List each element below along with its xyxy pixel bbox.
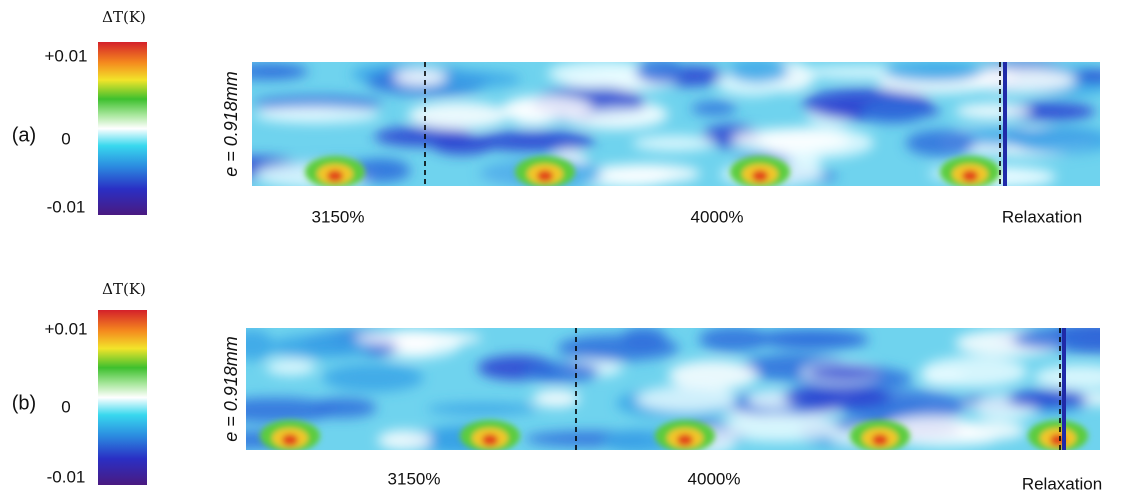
- heatmap-blob: [782, 385, 892, 409]
- heatmap-blob: [523, 362, 600, 383]
- colorbar: [98, 42, 147, 215]
- heatmap-blob: [246, 329, 274, 361]
- relaxation-edge: [1062, 328, 1066, 450]
- heatmap-blob: [698, 328, 769, 352]
- colorbar-tick-label: 0: [61, 129, 70, 148]
- heatmap-blob: [259, 65, 308, 78]
- section-label: Relaxation: [1002, 207, 1082, 226]
- heatmap-blob: [691, 101, 737, 116]
- panel-label: (a): [12, 124, 36, 146]
- heatmap-blob: [393, 67, 447, 87]
- panel: ΔT(K) +0.01 0 -0.01 (b) e = 0.918mm 3150% 4000%…: [12, 280, 1102, 493]
- heatmap-blob: [1002, 101, 1096, 121]
- heatmap-blob: [860, 100, 928, 124]
- heatmap-blob: [964, 67, 1076, 93]
- heatmap-blob: [265, 358, 317, 376]
- heatmap-blob: [1012, 330, 1086, 349]
- y-axis-label: e = 0.918mm: [221, 336, 241, 442]
- section-label: 3150%: [312, 207, 365, 226]
- colorbar-tick-label: -0.01: [47, 467, 86, 486]
- heatmap-blob: [728, 62, 789, 83]
- colorbar: [98, 310, 147, 485]
- section-label: 4000%: [691, 207, 744, 226]
- heatmap-blob: [501, 95, 593, 122]
- hotspot: [677, 434, 693, 446]
- heatmap: [246, 328, 1100, 450]
- heatmap-blob: [635, 385, 737, 413]
- colorbar-tick-label: +0.01: [44, 46, 87, 65]
- hotspot: [482, 434, 498, 446]
- heatmap: [252, 62, 1100, 186]
- heatmap-blob: [920, 356, 1028, 388]
- heatmap-blob: [426, 402, 538, 416]
- colorbar-title: ΔT(K): [102, 8, 146, 26]
- heatmap-blob: [532, 389, 580, 408]
- heatmap-blob: [621, 328, 667, 350]
- heatmap-blob: [473, 130, 595, 152]
- heatmap-blob: [1034, 364, 1100, 390]
- heatmap-blob: [1010, 127, 1100, 155]
- heatmap-blob: [807, 364, 883, 381]
- heatmap-blob: [269, 334, 371, 359]
- heatmap-blob: [1074, 70, 1100, 83]
- heatmap-blob: [718, 414, 841, 442]
- relaxation-edge: [1003, 62, 1007, 186]
- hotspot: [327, 170, 343, 182]
- heatmap-blob: [905, 129, 976, 157]
- heatmap-blob: [632, 135, 716, 152]
- heatmap-blob: [246, 397, 338, 423]
- hotspot: [752, 170, 768, 182]
- heatmap-blob: [955, 103, 1031, 119]
- heatmap-blob: [731, 128, 850, 152]
- colorbar-title: ΔT(K): [102, 280, 146, 298]
- heatmap-blob: [374, 126, 474, 147]
- panel: ΔT(K) +0.01 0 -0.01 (a) e = 0.918mm 3150% 4000%…: [12, 8, 1100, 226]
- y-axis-label: e = 0.918mm: [221, 71, 241, 177]
- heatmap-blob: [322, 363, 424, 392]
- heatmap-hotspots: [305, 156, 1000, 186]
- colorbar-tick-label: 0: [61, 397, 70, 416]
- hotspot: [282, 434, 298, 446]
- heatmap-blob: [561, 72, 617, 89]
- heatmap-blob: [597, 163, 701, 184]
- heatmap-blob: [351, 158, 411, 183]
- heatmap-blob: [377, 429, 432, 450]
- heatmap-blob: [668, 360, 758, 390]
- heatmap-blob: [635, 62, 685, 84]
- heatmap-blob: [354, 330, 483, 346]
- heatmap-blob: [752, 329, 869, 349]
- heatmap-blob: [587, 108, 660, 122]
- panel-label: (b): [12, 392, 36, 414]
- heatmap-blob: [1007, 390, 1088, 409]
- heatmap-blob: [883, 62, 982, 82]
- colorbar-tick-label: -0.01: [47, 197, 86, 216]
- section-label: 4000%: [688, 469, 741, 488]
- section-label: Relaxation: [1022, 474, 1102, 493]
- hotspot: [962, 170, 978, 182]
- hotspot: [537, 170, 553, 182]
- hotspot: [872, 434, 888, 446]
- section-label: 3150%: [388, 469, 441, 488]
- heatmap-hotspots: [260, 420, 1088, 450]
- heatmap-blob: [407, 101, 509, 130]
- colorbar-tick-label: +0.01: [44, 319, 87, 338]
- heatmap-blob: [254, 105, 381, 124]
- heatmap-texture: [246, 328, 1100, 450]
